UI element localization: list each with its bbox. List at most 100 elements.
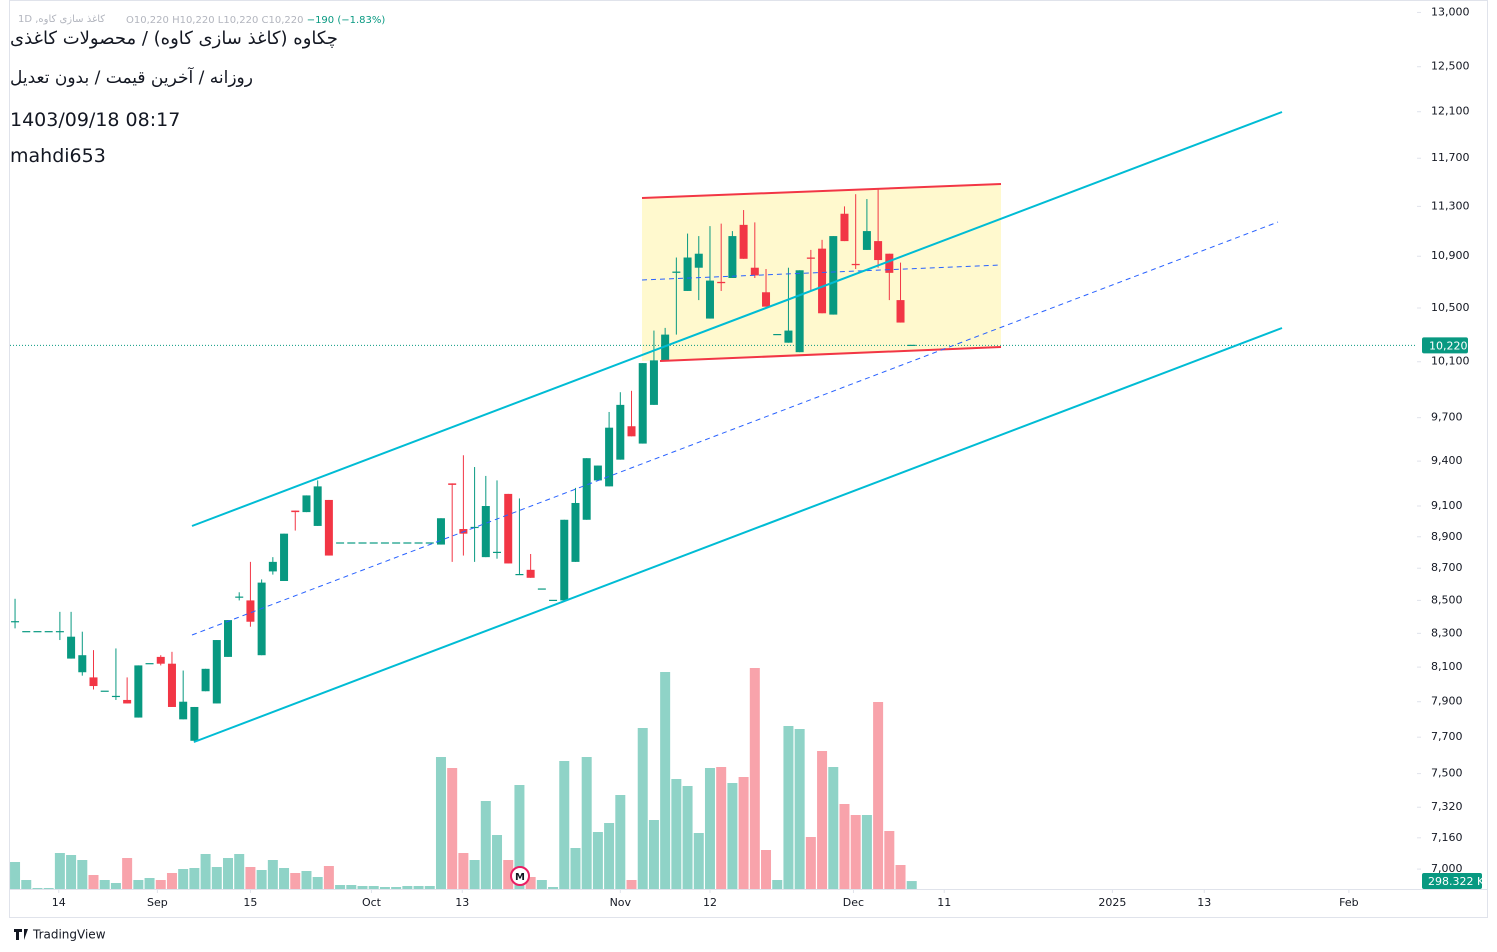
volume-bar — [817, 751, 828, 889]
candle-body — [851, 263, 860, 266]
volume-bar — [772, 880, 783, 889]
ohlc-legend: O10,220 H10,220 L10,220 C10,220 −190 (−1… — [126, 15, 385, 26]
y-tick-label: 7,320 — [1431, 800, 1463, 813]
x-tick-label: 2025 — [1098, 896, 1126, 909]
volume-bar — [559, 761, 570, 889]
candle-body — [212, 640, 221, 704]
candle-body — [123, 699, 132, 704]
volume-bar — [536, 880, 547, 889]
candle-body — [649, 360, 658, 405]
volume-bar — [234, 854, 245, 889]
candle-body — [661, 334, 670, 361]
volume-bar — [54, 853, 65, 889]
marks — [10, 189, 1415, 889]
candle-body — [907, 344, 916, 346]
candle-body — [829, 236, 838, 315]
volume-bar — [850, 815, 861, 889]
volume-bar — [839, 804, 850, 889]
candle-body — [694, 253, 703, 268]
x-tick-label: 14 — [52, 896, 66, 909]
y-tick-label: 10,500 — [1431, 301, 1470, 314]
candle-body — [336, 542, 345, 544]
volume-bar — [615, 795, 626, 889]
volume-bar — [245, 867, 256, 889]
candle-body — [67, 636, 76, 659]
candle-body — [638, 363, 647, 444]
channel-midline — [191, 221, 1279, 636]
volume-bar — [895, 865, 906, 889]
candle-body — [201, 668, 210, 692]
box-top-line — [641, 183, 1002, 199]
volume-bar — [368, 886, 379, 889]
x-tick-label: Oct — [362, 896, 382, 909]
subtitle: روزانه / آخرین قیمت / بدون تعدیل — [10, 68, 253, 88]
last-volume-label: 298.322 K — [1428, 875, 1485, 888]
candle-body — [347, 542, 356, 544]
volume-bar — [200, 854, 211, 889]
candle-body — [728, 236, 737, 279]
event-marker[interactable] — [510, 866, 530, 886]
candle-body — [425, 542, 434, 544]
last-volume-box — [1422, 873, 1482, 889]
volume-bar — [223, 858, 234, 889]
volume-bar — [66, 855, 77, 889]
ohlc-open: O10,220 — [126, 15, 169, 26]
y-tick-label: 10,100 — [1431, 355, 1470, 368]
candle-body — [302, 495, 311, 513]
candle-body — [134, 665, 143, 718]
volume-bar — [749, 668, 760, 889]
volume-bar — [783, 726, 794, 889]
title: چکاوه (کاغذ سازی کاوه) / محصولات کاغذی — [10, 28, 338, 49]
candle-body — [89, 677, 98, 687]
candle-body — [705, 280, 714, 319]
channel-bottom — [193, 327, 1283, 743]
candle-body — [291, 510, 300, 513]
candle-body — [683, 257, 692, 291]
volume-bar — [873, 702, 884, 889]
y-tick-label: 7,700 — [1431, 730, 1463, 743]
volume-bar — [133, 880, 144, 889]
candle-body — [896, 300, 905, 323]
candle-body — [380, 542, 389, 544]
volume-bar — [402, 886, 413, 889]
candle-body — [840, 213, 849, 242]
volume-bar — [805, 837, 816, 889]
volume-bar — [99, 880, 110, 889]
candle-body — [627, 426, 636, 437]
x-tick-label: 15 — [243, 896, 257, 909]
y-tick-label: 12,100 — [1431, 105, 1470, 118]
candle-body — [156, 656, 165, 664]
volume-bar — [604, 823, 615, 889]
event-marker-label[interactable]: M — [515, 872, 525, 883]
timestamp: 1403/09/18 08:17 — [10, 109, 181, 131]
volume-bar — [279, 868, 290, 889]
candle-body — [436, 518, 445, 545]
y-tick-label: 7,900 — [1431, 695, 1463, 708]
candle-body — [224, 620, 233, 657]
candle-body — [268, 561, 277, 572]
x-tick-label: Sep — [147, 896, 168, 909]
candle-body — [571, 502, 580, 562]
candle-body — [403, 542, 412, 544]
volume-bar — [648, 820, 659, 889]
x-tick-label: 13 — [1197, 896, 1211, 909]
volume-bar — [301, 871, 312, 889]
candle-body — [313, 486, 322, 526]
candle-body — [55, 631, 64, 633]
volume-bar — [21, 880, 32, 889]
frame — [9, 0, 1488, 918]
volume-bar — [391, 887, 402, 889]
volume-bar — [110, 883, 121, 889]
candle-body — [145, 663, 154, 665]
volume-bar — [424, 886, 435, 889]
y-tick-label: 11,300 — [1431, 199, 1470, 212]
channel-top — [191, 111, 1283, 527]
y-tick-label: 9,700 — [1431, 411, 1463, 424]
x-tick-label: Dec — [843, 896, 864, 909]
y-tick-label: 7,160 — [1431, 831, 1463, 844]
candle-body — [448, 483, 457, 485]
volume-bar — [637, 728, 648, 889]
volume-bar — [738, 777, 749, 889]
candle-body — [605, 427, 614, 487]
candle-body — [481, 506, 490, 558]
